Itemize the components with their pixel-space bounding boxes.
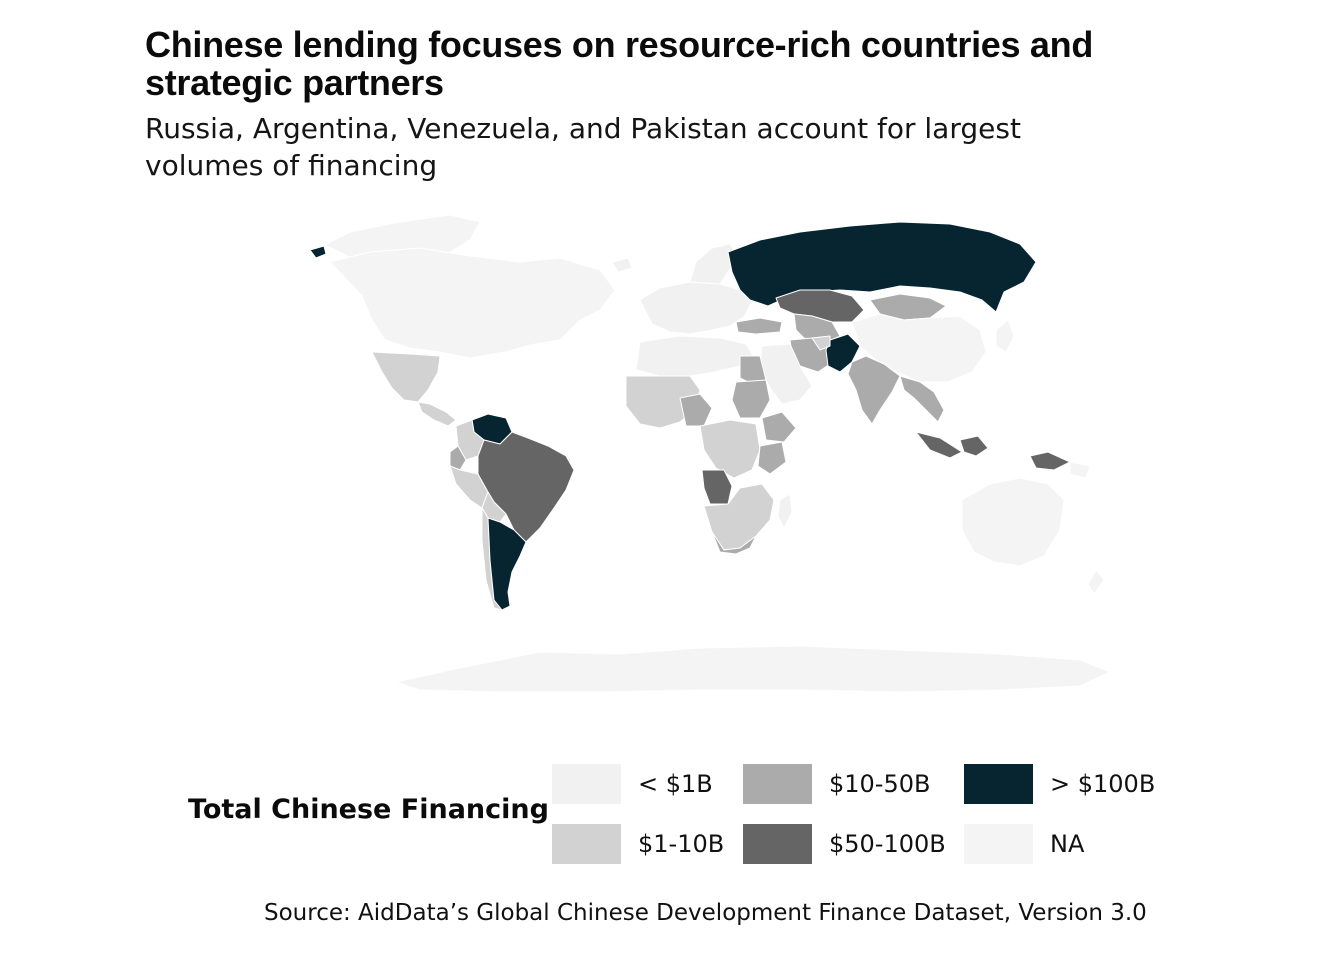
legend-swatch-1-10b [552,824,621,864]
madagascar-region [777,493,793,529]
map-subtitle: Russia, Argentina, Venezuela, and Pakist… [145,112,1021,182]
legend-swatch-na [964,824,1033,864]
map-title: Chinese lending focuses on resource-rich… [145,24,1094,103]
kenya-region [757,441,787,475]
nigeria-region [679,393,713,427]
argentina-region [487,517,527,611]
legend-label-50-100b: $50-100B [829,830,946,858]
papua-region [1069,461,1091,479]
new-zealand-region [1087,569,1105,595]
turkey-region [735,317,783,335]
legend-title: Total Chinese Financing [188,794,549,825]
antarctica-region [395,645,1111,693]
central-africa-region [699,419,761,479]
legend-label-10-50b: $10-50B [829,770,931,798]
legend-label-gt100b: > $100B [1050,770,1156,798]
central-america-region [417,401,457,427]
alaska-islet-region [309,245,327,259]
southeast-asia-region [899,375,945,423]
japan-region [995,319,1015,353]
legend-swatch-10-50b [743,764,812,804]
south-africa-region [711,531,757,555]
pakistan-region [825,333,861,373]
legend-label-lt1b: < $1B [638,770,713,798]
indonesia-region [915,431,1071,471]
australia-region [961,477,1065,567]
north-africa-region [635,335,757,377]
afghanistan-region [811,335,831,351]
sudan-region [731,379,771,419]
legend-swatch-50-100b [743,824,812,864]
source-note: Source: AidData’s Global Chinese Develop… [264,900,1147,926]
iceland-region [611,257,633,273]
legend-label-na: NA [1050,830,1085,858]
north-america-region [329,247,616,359]
india-region [847,355,901,425]
legend-label-1-10b: $1-10B [638,830,725,858]
kazakhstan-region [775,289,865,323]
ecuador-region [449,445,467,471]
angola-region [701,469,733,505]
legend-swatch-lt1b [552,764,621,804]
mexico-region [371,351,441,403]
legend-swatch-gt100b [964,764,1033,804]
ethiopia-region [761,411,797,443]
europe-region [639,281,753,335]
